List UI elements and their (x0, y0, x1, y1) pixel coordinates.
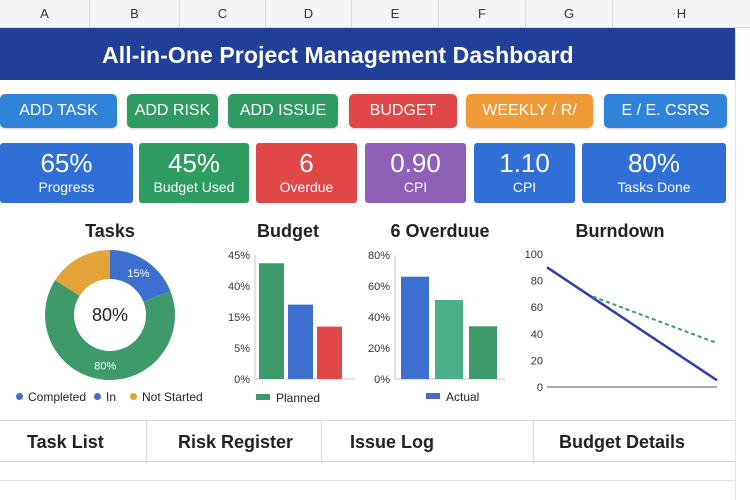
legend-planned: Planned (256, 391, 320, 405)
dashboard-title: All-in-One Project Management Dashboard (102, 42, 574, 68)
donut-slice-completed (45, 280, 175, 380)
y-tick-label: 100 (525, 249, 543, 261)
tab-issue-log[interactable]: Issue Log (350, 432, 435, 452)
column-header-d[interactable]: D (266, 0, 352, 28)
export-csrs-button[interactable]: E / E. CSRS (604, 94, 727, 128)
y-tick-label: 60% (368, 281, 390, 293)
legend-completed: Completed (16, 390, 86, 404)
y-tick-label: 60 (531, 302, 543, 314)
budget-bar-chart: 0% 5% 15% 40% 45% (228, 250, 355, 386)
kpi-label: Tasks Done (617, 179, 691, 195)
bar-1 (401, 276, 429, 379)
y-tick-label: 15% (228, 312, 250, 324)
legend-label: Actual (446, 390, 480, 404)
y-tick-label: 80 (531, 276, 543, 288)
kpi-cpi-card-2: 1.10 CPI (474, 143, 575, 203)
bar-2 (435, 299, 463, 379)
kpi-value: 1.10 (499, 148, 550, 178)
donut-slice-label: 80% (94, 360, 116, 372)
bar-3 (317, 326, 342, 379)
kpi-progress-card: 65% Progress (0, 143, 133, 203)
legend-actual: Actual (426, 390, 479, 404)
y-tick-label: 5% (234, 343, 250, 355)
bar-3 (469, 326, 497, 379)
kpi-value: 80% (627, 148, 681, 178)
bar-1 (259, 263, 284, 379)
legend-dot (16, 393, 23, 400)
add-risk-button[interactable]: ADD RISK (127, 94, 218, 128)
tab-risk-register[interactable]: Risk Register (178, 432, 294, 452)
weekly-report-button[interactable]: WEEKLY / R/ (466, 94, 593, 128)
legend-label: Completed (28, 390, 87, 404)
column-header-h[interactable]: H (676, 6, 687, 21)
burndown-line-chart: 0 20 40 60 80 100 (525, 249, 718, 394)
kpi-label: CPI (512, 179, 537, 195)
column-header-f[interactable]: F (439, 0, 526, 28)
y-tick-label: 0% (234, 374, 250, 386)
legend-dot (130, 393, 137, 400)
y-tick-label: 20% (368, 343, 390, 355)
tab-divider (533, 421, 534, 463)
y-tick-label: 0 (537, 382, 543, 394)
tab-budget-details[interactable]: Budget Details (559, 432, 686, 452)
legend-swatch (256, 394, 270, 400)
donut-slice-in (110, 250, 171, 302)
kpi-value: 45% (167, 148, 221, 178)
budget-chart-title: Budget (257, 221, 319, 241)
y-tick-label: 40% (228, 281, 250, 293)
legend-label: Not Started (142, 390, 203, 404)
column-header-g[interactable]: G (526, 0, 613, 28)
tasks-donut-chart: 15% 80% (45, 250, 175, 380)
tab-divider (321, 421, 322, 463)
donut-center-label: 80% (91, 305, 129, 325)
kpi-label: Overdue (279, 179, 334, 195)
y-tick-label: 40 (531, 329, 543, 341)
y-tick-label: 45% (228, 250, 250, 262)
kpi-value: 0.90 (390, 148, 441, 178)
legend-label: In (106, 390, 117, 404)
burndown-ideal-line (592, 295, 718, 345)
tab-task-list[interactable]: Task List (27, 432, 104, 452)
add-issue-button[interactable]: ADD ISSUE (228, 94, 338, 128)
column-header-row: A B C D E F G H (0, 0, 750, 28)
donut-slice-not-started (55, 250, 110, 296)
burndown-actual-line (546, 266, 718, 382)
legend-label: Planned (276, 391, 321, 405)
kpi-label: CPI (403, 179, 428, 195)
tasks-chart-title: Tasks (85, 221, 135, 241)
kpi-label: Budget Used (153, 179, 235, 195)
kpi-overdue-card: 6 Overdue (256, 143, 357, 203)
kpi-value: 65% (40, 148, 93, 178)
right-grid-margin (735, 28, 750, 500)
grid-row-line (0, 480, 735, 481)
sheet-tab-row: Task List Risk Register Issue Log Budget… (0, 420, 735, 463)
legend-in-progress: In (94, 390, 116, 404)
donut-slice-label: 15% (127, 268, 149, 280)
tab-divider (146, 421, 147, 463)
title-banner: All-in-One Project Management Dashboard (0, 28, 735, 80)
overdue-chart-title: 6 Overduue (390, 221, 490, 241)
column-header-e[interactable]: E (352, 0, 439, 28)
legend-not-started: Not Started (130, 390, 203, 404)
kpi-value: 6 (299, 148, 314, 178)
budget-button[interactable]: BUDGET (349, 94, 457, 128)
column-header-c[interactable]: C (180, 0, 266, 28)
y-tick-label: 80% (368, 250, 390, 262)
bar-2 (288, 304, 313, 379)
legend-swatch (426, 393, 440, 399)
y-tick-label: 0% (374, 374, 390, 385)
overdue-bar-chart: 0% 20% 40% 60% 80% (368, 250, 505, 385)
column-header-b[interactable]: B (90, 0, 180, 28)
kpi-cpi-card: 0.90 CPI (365, 143, 466, 203)
y-tick-label: 20 (531, 355, 543, 367)
kpi-label: Progress (38, 179, 95, 195)
legend-dot (94, 393, 101, 400)
burndown-chart-title: Burndown (575, 221, 665, 241)
kpi-budget-used-card: 45% Budget Used (139, 143, 249, 203)
add-task-button[interactable]: ADD TASK (0, 94, 117, 128)
y-tick-label: 40% (368, 312, 390, 324)
kpi-tasks-done-card: 80% Tasks Done (582, 143, 726, 203)
column-header-a[interactable]: A (0, 0, 90, 28)
